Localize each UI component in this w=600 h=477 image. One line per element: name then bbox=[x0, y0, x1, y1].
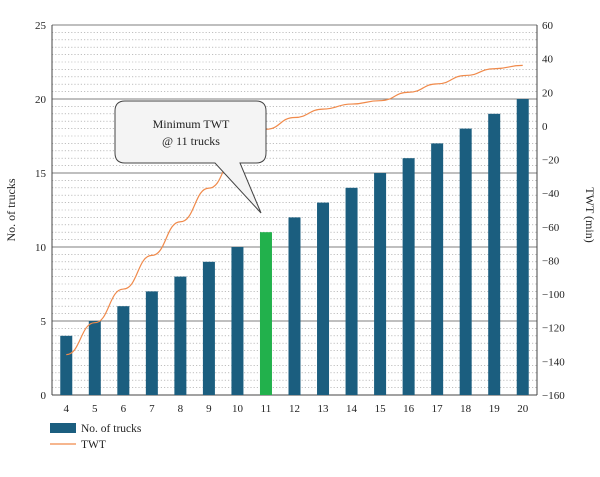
x-tick-label: 16 bbox=[403, 403, 415, 415]
legend-swatch-trucks bbox=[50, 423, 76, 433]
x-tick-label: 20 bbox=[517, 403, 529, 415]
y-right-tick-label: −40 bbox=[542, 188, 560, 200]
bar-trucks-17 bbox=[431, 143, 444, 395]
x-tick-label: 19 bbox=[489, 403, 501, 415]
legend: No. of trucks TWT bbox=[50, 423, 142, 451]
line-twt bbox=[66, 64, 523, 356]
x-tick-label: 13 bbox=[318, 403, 330, 415]
y-right-tick-label: 60 bbox=[542, 20, 554, 32]
annotation-line-2: @ 11 trucks bbox=[162, 134, 220, 148]
bar-trucks-9 bbox=[202, 261, 215, 395]
bar-trucks-19 bbox=[488, 113, 501, 396]
bar-trucks-20 bbox=[516, 99, 529, 395]
x-tick-label: 6 bbox=[121, 403, 127, 415]
y-right-tick-label: −160 bbox=[542, 390, 565, 402]
legend-label-trucks: No. of trucks bbox=[81, 423, 142, 435]
x-tick-label: 15 bbox=[375, 403, 387, 415]
callout-bubble bbox=[114, 100, 267, 214]
x-tick-label: 5 bbox=[92, 403, 98, 415]
bar-trucks-18 bbox=[459, 128, 472, 395]
bar-trucks-12 bbox=[288, 217, 301, 395]
bar-trucks-16 bbox=[402, 158, 415, 395]
line-layer bbox=[66, 64, 523, 356]
bar-trucks-5 bbox=[88, 321, 101, 395]
x-tick-label: 18 bbox=[460, 403, 472, 415]
x-tick-label: 4 bbox=[64, 403, 70, 415]
x-tick-label: 8 bbox=[178, 403, 184, 415]
x-tick-label: 11 bbox=[261, 403, 272, 415]
bar-trucks-7 bbox=[145, 291, 158, 395]
bar-trucks-14 bbox=[345, 187, 358, 395]
y-left-tick-label: 20 bbox=[35, 94, 47, 106]
y-right-tick-label: −20 bbox=[542, 155, 560, 167]
y-left-tick-label: 15 bbox=[35, 168, 47, 180]
y-right-tick-label: 40 bbox=[542, 54, 554, 66]
y-right-tick-label: −60 bbox=[542, 222, 560, 234]
x-tick-label: 7 bbox=[149, 403, 155, 415]
x-tick-label: 14 bbox=[346, 403, 358, 415]
bar-trucks-13 bbox=[317, 202, 330, 395]
y-left-tick-label: 5 bbox=[41, 316, 47, 328]
y-right-tick-label: −100 bbox=[542, 289, 565, 301]
y-right-tick-label: 0 bbox=[542, 121, 548, 133]
y-left-tick-label: 0 bbox=[41, 390, 47, 402]
bar-trucks-11 bbox=[259, 232, 272, 395]
bar-trucks-6 bbox=[117, 306, 130, 395]
y-left-tick-label: 10 bbox=[35, 242, 47, 254]
bar-trucks-8 bbox=[174, 276, 187, 395]
y-left-axis-title: No. of trucks bbox=[4, 178, 18, 241]
y-right-tick-label: −80 bbox=[542, 255, 560, 267]
x-tick-label: 17 bbox=[432, 403, 444, 415]
y-right-tick-label: 20 bbox=[542, 87, 554, 99]
annotation-callout: Minimum TWT @ 11 trucks bbox=[114, 100, 267, 214]
bar-trucks-10 bbox=[231, 247, 244, 395]
annotation-line-1: Minimum TWT bbox=[153, 117, 230, 131]
bar-trucks-4 bbox=[60, 335, 73, 395]
axis-layer: 0 5 10 15 20 25 −160 −140 −120 −100 −80 −60 −40 −20 0 2… bbox=[35, 20, 565, 415]
y-left-tick-label: 25 bbox=[35, 20, 47, 32]
bar-trucks-15 bbox=[374, 173, 387, 395]
x-tick-label: 9 bbox=[206, 403, 212, 415]
y-right-tick-label: −120 bbox=[542, 323, 565, 335]
y-right-tick-label: −140 bbox=[542, 356, 565, 368]
x-tick-label: 12 bbox=[289, 403, 300, 415]
y-right-axis-title: TWT (min) bbox=[583, 187, 597, 242]
x-tick-label: 10 bbox=[232, 403, 244, 415]
legend-label-twt: TWT bbox=[81, 439, 106, 451]
bar-layer bbox=[60, 99, 529, 396]
